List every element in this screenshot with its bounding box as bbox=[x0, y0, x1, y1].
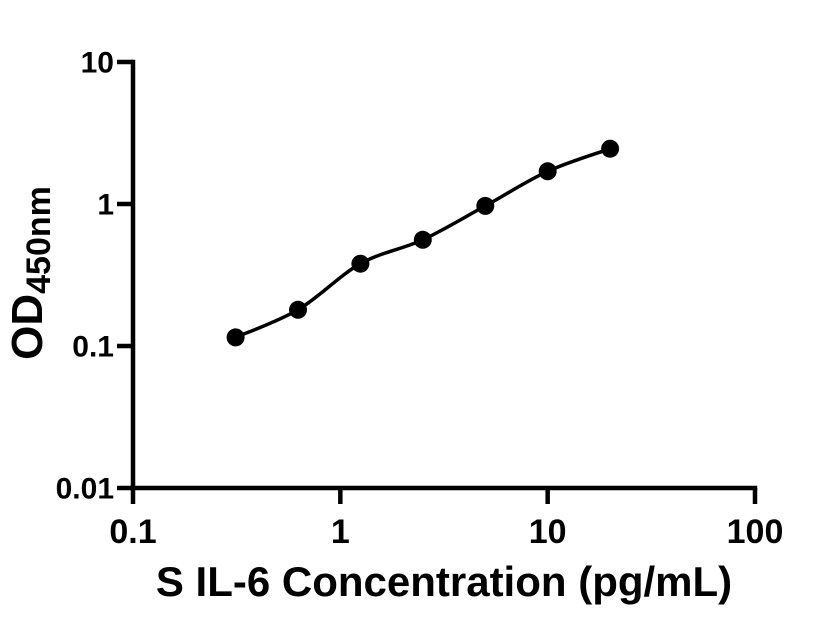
x-tick-label: 0.1 bbox=[109, 513, 156, 551]
data-point bbox=[226, 328, 245, 347]
x-tick-label: 100 bbox=[727, 513, 784, 551]
data-point bbox=[351, 254, 370, 273]
data-point bbox=[289, 300, 307, 319]
y-tick-label: 0.01 bbox=[56, 473, 114, 506]
data-point bbox=[476, 196, 495, 215]
y-axis-title: OD450nm bbox=[3, 186, 58, 360]
x-tick-label: 10 bbox=[529, 513, 567, 551]
data-series-layer bbox=[226, 139, 620, 347]
data-point bbox=[413, 230, 432, 249]
y-tick-label: 10 bbox=[81, 47, 114, 80]
x-tick-label: 1 bbox=[331, 513, 350, 551]
y-tick-label: 1 bbox=[97, 189, 114, 222]
y-axis-title-subscript: 450nm bbox=[20, 186, 58, 294]
y-axis-title-main: OD bbox=[3, 294, 52, 360]
data-point bbox=[601, 139, 620, 158]
y-tick-label: 0.1 bbox=[72, 331, 114, 364]
x-axis-title: S IL-6 Concentration (pg/mL) bbox=[156, 558, 732, 605]
data-point bbox=[538, 162, 557, 181]
axis-ticks-layer bbox=[117, 59, 758, 504]
tick-labels-layer: 0.1 1 10 100 10 1 0.1 0.01 bbox=[56, 47, 784, 552]
